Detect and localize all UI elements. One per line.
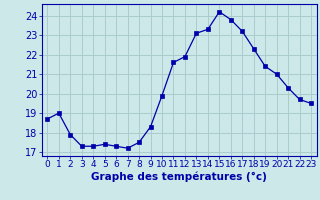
X-axis label: Graphe des températures (°c): Graphe des températures (°c) xyxy=(91,172,267,182)
